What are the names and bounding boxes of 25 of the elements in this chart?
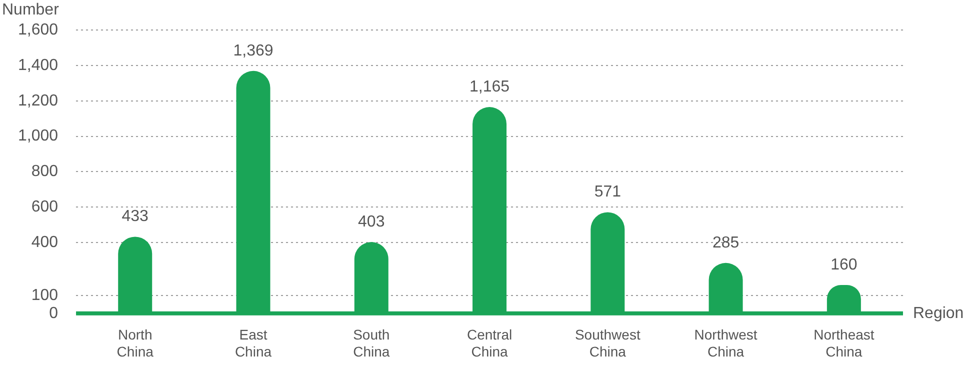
x-tick-label: Southwest China xyxy=(574,326,640,360)
data-label: 1,165 xyxy=(469,78,510,96)
data-label: 160 xyxy=(830,256,858,274)
x-tick-label: Northeast China xyxy=(814,326,874,360)
y-tick-label: 0 xyxy=(49,304,58,322)
data-label: 1,369 xyxy=(233,42,274,60)
x-tick-label: North China xyxy=(116,326,154,360)
y-axis-title: Number xyxy=(2,1,60,18)
y-tick-label: 800 xyxy=(31,163,58,180)
data-label: 571 xyxy=(594,184,622,201)
y-tick-label: 400 xyxy=(31,234,58,251)
y-tick-label: 1,200 xyxy=(18,92,58,110)
y-tick-label: 600 xyxy=(31,198,58,216)
y-tick-label: 1,600 xyxy=(18,21,58,38)
x-tick-label: Central China xyxy=(466,326,512,360)
x-tick-label: Northwest China xyxy=(694,326,758,360)
x-tick-label: South China xyxy=(353,326,390,360)
x-tick-label: East China xyxy=(234,326,272,360)
x-axis-title: Region xyxy=(913,304,964,322)
y-tick-label: 100 xyxy=(31,287,58,304)
y-tick-label: 1,000 xyxy=(18,128,58,145)
data-label: 433 xyxy=(122,208,149,226)
y-tick-label: 1,400 xyxy=(18,56,58,74)
data-label: 285 xyxy=(712,234,740,252)
data-label: 403 xyxy=(358,213,385,230)
